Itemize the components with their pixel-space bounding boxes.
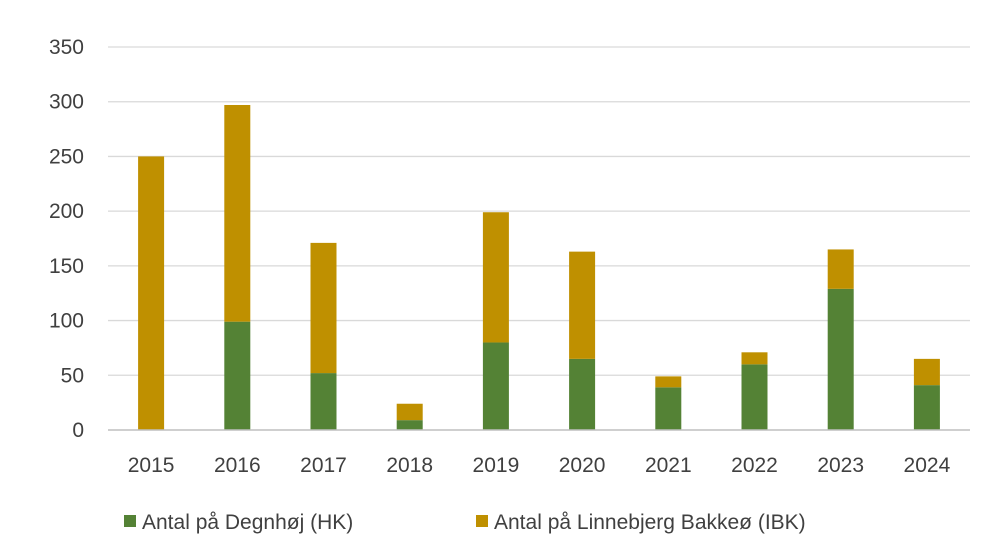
y-axis-ticks: 0 50 100 150 200 250 300 350	[49, 36, 84, 442]
bar-2019-series-1	[482, 212, 509, 343]
bar-2020-series-1	[569, 251, 596, 359]
x-tick-label-2022: 2022	[731, 454, 778, 477]
bar-2021-series-1	[655, 376, 682, 388]
bar-2016-series-1	[224, 104, 251, 322]
bar-2023-series-1	[827, 249, 854, 289]
bar-2021-series-0	[655, 387, 682, 430]
y-tick-label-350: 350	[49, 36, 84, 59]
bar-2024-series-1	[913, 358, 940, 386]
x-tick-label-2017: 2017	[300, 454, 347, 477]
y-tick-label-150: 150	[49, 255, 84, 278]
bar-2018-series-0	[396, 420, 423, 430]
legend: Antal på Degnhøj (HK) Antal på Linnebjer…	[124, 511, 806, 534]
x-tick-label-2018: 2018	[386, 454, 433, 477]
x-axis-ticks: 2015 2016 2017 2018 2019 2020 2021 2022 2023 2024	[128, 454, 951, 477]
y-tick-label-250: 250	[49, 145, 84, 168]
bar-2018-series-1	[396, 403, 423, 421]
x-tick-label-2021: 2021	[645, 454, 692, 477]
bar-2016-series-0	[224, 321, 251, 430]
bar-2020-series-0	[569, 358, 596, 430]
bar-2017-series-1	[310, 242, 337, 374]
x-tick-label-2020: 2020	[559, 454, 606, 477]
bar-2024-series-0	[913, 385, 940, 430]
bar-2017-series-0	[310, 373, 337, 430]
gridlines	[108, 46, 970, 376]
bar-2022-series-0	[741, 364, 768, 430]
bar-2015-series-1	[138, 156, 165, 430]
y-tick-label-0: 0	[72, 419, 84, 442]
bar-2022-series-1	[741, 352, 768, 365]
y-tick-label-200: 200	[49, 200, 84, 223]
y-tick-label-100: 100	[49, 310, 84, 333]
y-tick-label-300: 300	[49, 91, 84, 114]
legend-label-degnhoj: Antal på Degnhøj (HK)	[142, 511, 353, 534]
legend-swatch-degnhoj	[124, 515, 136, 527]
x-tick-label-2024: 2024	[904, 454, 951, 477]
x-tick-label-2023: 2023	[817, 454, 864, 477]
bar-2023-series-0	[827, 288, 854, 430]
legend-label-linnebjerg: Antal på Linnebjerg Bakkeø (IBK)	[494, 511, 806, 534]
x-tick-label-2019: 2019	[473, 454, 520, 477]
x-tick-label-2015: 2015	[128, 454, 175, 477]
bar-2019-series-0	[482, 342, 509, 430]
legend-swatch-linnebjerg	[476, 515, 488, 527]
y-tick-label-50: 50	[61, 364, 84, 387]
x-tick-label-2016: 2016	[214, 454, 261, 477]
bars	[138, 104, 940, 430]
